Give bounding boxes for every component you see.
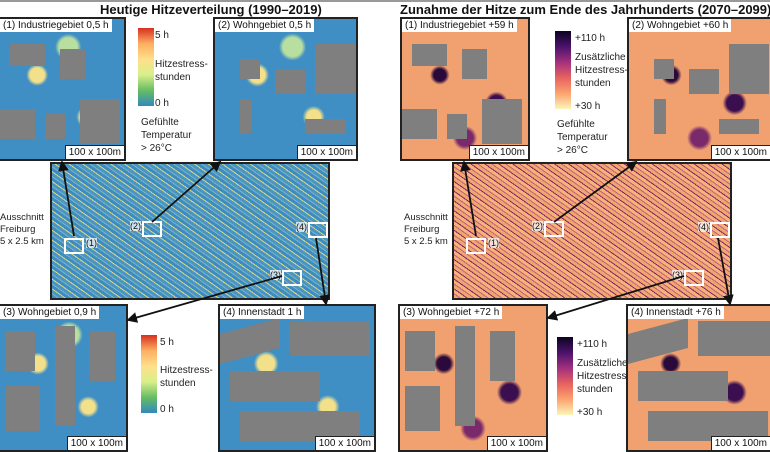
increase-colorbar xyxy=(555,31,571,109)
scale-label: 100 x 100m xyxy=(710,436,770,450)
legend-title: Hitzestress- xyxy=(160,365,213,376)
scale-label: 100 x 100m xyxy=(296,145,356,159)
legend-note: Temperatur xyxy=(557,132,608,143)
heat-colorbar xyxy=(138,28,154,106)
panel-label: (4) Innenstadt 1 h xyxy=(220,306,305,319)
legend-title: Hitzestress- xyxy=(577,371,630,382)
legend-title: stunden xyxy=(577,384,613,395)
legend-min: 0 h xyxy=(160,404,174,415)
panel-label: (3) Wohngebiet 0,9 h xyxy=(0,306,100,319)
legend-max: 5 h xyxy=(155,30,169,41)
scale-label: 100 x 100m xyxy=(314,436,374,450)
overview-caption: Ausschnitt Freiburg 5 x 2.5 km xyxy=(404,212,448,247)
top-rule xyxy=(0,0,770,2)
legend-note: Gefühlte xyxy=(141,117,179,128)
scale-label: 100 x 100m xyxy=(486,436,546,450)
scale-label: 100 x 100m xyxy=(468,145,528,159)
legend-max: +110 h xyxy=(575,33,606,44)
panel-label: (2) Wohngebiet +60 h xyxy=(629,19,732,32)
left-panel-3: (3) Wohngebiet 0,9 h 100 x 100m xyxy=(0,304,128,452)
legend-title: Hitzestress- xyxy=(155,59,208,70)
left-panel-1: (1) Industriegebiet 0,5 h 100 x 100m xyxy=(0,17,126,161)
panel-label: (2) Wohngebiet 0,5 h xyxy=(215,19,315,32)
legend-min: +30 h xyxy=(575,101,601,112)
increase-colorbar xyxy=(557,337,573,415)
scale-label: 100 x 100m xyxy=(64,145,124,159)
legend-max: +110 h xyxy=(577,339,608,350)
legend-note: Temperatur xyxy=(141,130,192,141)
legend-min: 0 h xyxy=(155,98,169,109)
right-panel-4: (4) Innenstadt +76 h 100 x 100m xyxy=(626,304,770,452)
scale-label: 100 x 100m xyxy=(66,436,126,450)
right-panel-3: (3) Wohngebiet +72 h 100 x 100m xyxy=(398,304,548,452)
legend-title: stunden xyxy=(155,72,191,83)
panel-label: (1) Industriegebiet 0,5 h xyxy=(0,19,112,32)
scale-label: 100 x 100m xyxy=(710,145,770,159)
legend-title: stunden xyxy=(160,378,196,389)
panel-label: (4) Innenstadt +76 h xyxy=(628,306,724,319)
legend-note: > 26°C xyxy=(557,145,588,156)
legend-title: Zusätzliche xyxy=(575,52,626,63)
legend-note: Gefühlte xyxy=(557,119,595,130)
right-overview-map: (1) (2) (3) (4) xyxy=(452,162,732,300)
legend-title: stunden xyxy=(575,78,611,89)
right-title: Zunahme der Hitze zum Ende des Jahrhunde… xyxy=(400,2,770,17)
legend-max: 5 h xyxy=(160,337,174,348)
left-panel-2: (2) Wohngebiet 0,5 h 100 x 100m xyxy=(213,17,358,161)
heat-colorbar xyxy=(141,335,157,413)
left-panel-4: (4) Innenstadt 1 h 100 x 100m xyxy=(218,304,376,452)
overview-caption: Ausschnitt Freiburg 5 x 2.5 km xyxy=(0,212,44,247)
right-panel-2: (2) Wohngebiet +60 h 100 x 100m xyxy=(627,17,770,161)
panel-label: (3) Wohngebiet +72 h xyxy=(400,306,503,319)
panel-label: (1) Industriegebiet +59 h xyxy=(402,19,517,32)
right-panel-1: (1) Industriegebiet +59 h 100 x 100m xyxy=(400,17,530,161)
legend-note: > 26°C xyxy=(141,143,172,154)
left-overview-map: (1) (2) (3) (4) xyxy=(50,162,330,300)
legend-title: Hitzestress- xyxy=(575,65,628,76)
legend-min: +30 h xyxy=(577,407,603,418)
legend-title: Zusätzliche xyxy=(577,358,628,369)
left-title: Heutige Hitzeverteilung (1990–2019) xyxy=(100,2,322,17)
